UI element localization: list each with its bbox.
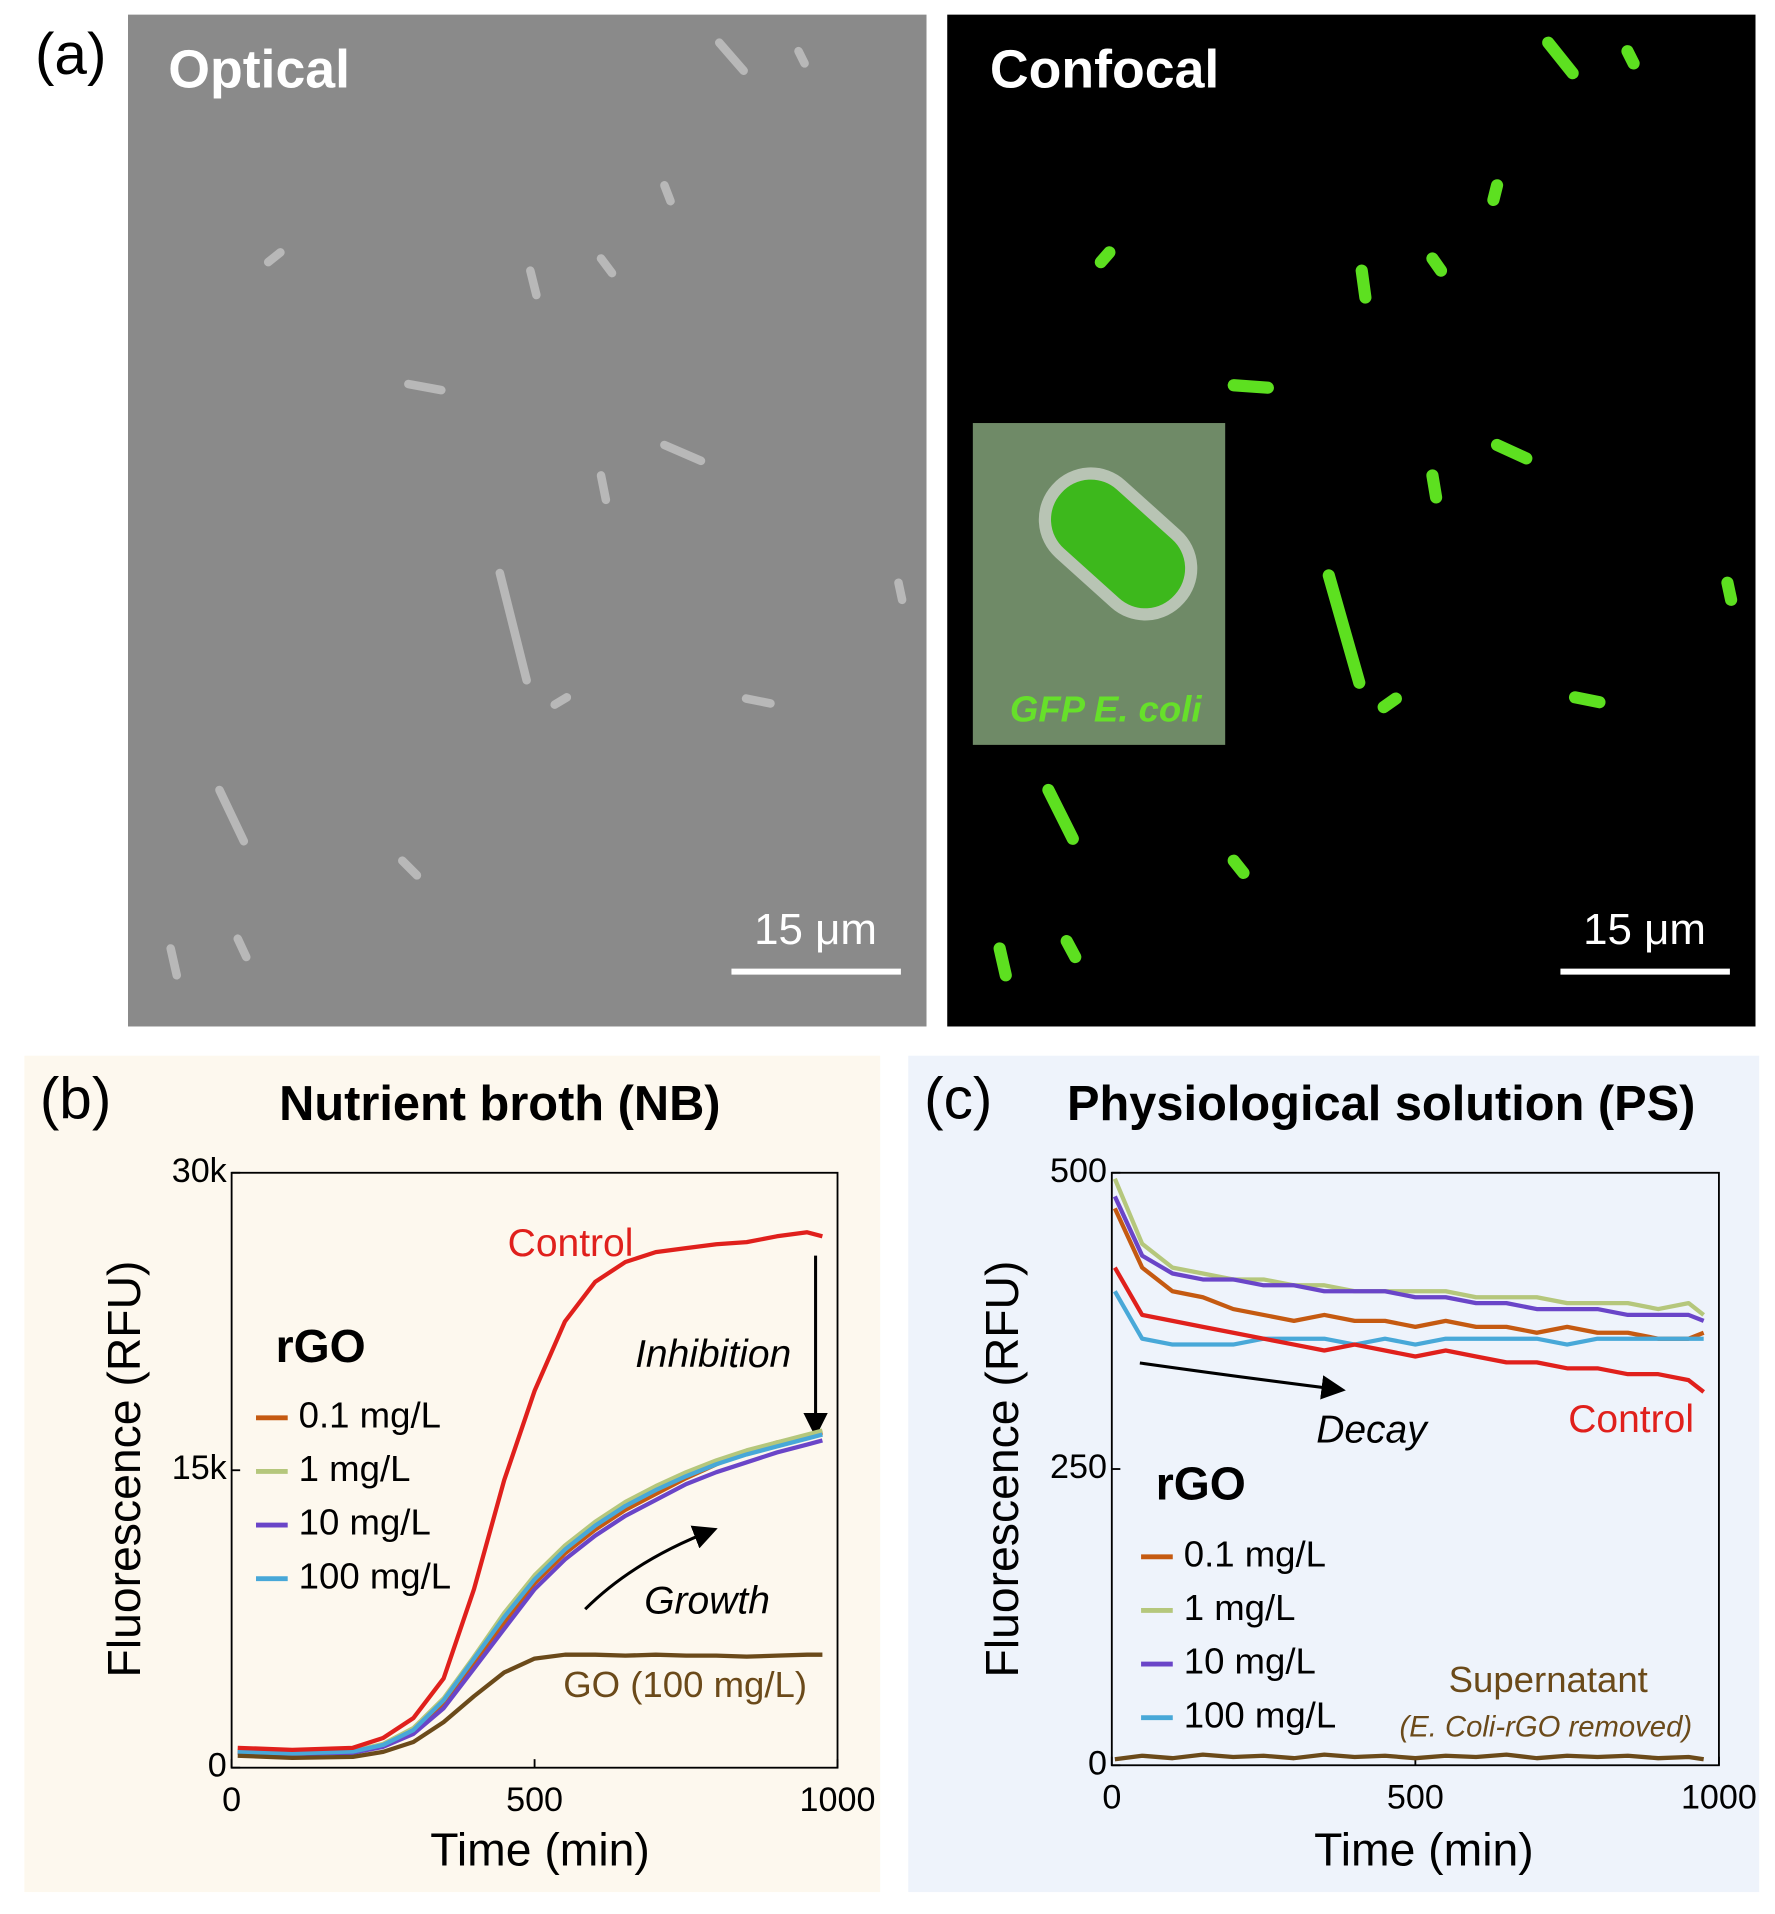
x-tick-label: 1000 — [800, 1781, 876, 1819]
line-series — [1112, 1177, 1705, 1317]
chart-title: Physiological solution (PS) — [1067, 1077, 1695, 1131]
line-series — [237, 1432, 823, 1756]
legend-label: 0.1 mg/L — [299, 1394, 441, 1435]
annotation: Decay — [1316, 1409, 1429, 1452]
arrow — [1139, 1361, 1346, 1400]
x-tick-label: 500 — [1387, 1778, 1444, 1816]
legend-label: 100 mg/L — [299, 1555, 451, 1596]
y-tick-label: 0 — [1088, 1744, 1107, 1782]
panel-label: (b) — [40, 1067, 112, 1132]
annotation: (E. Coli-rGO removed) — [1400, 1711, 1693, 1743]
panel-background — [908, 1055, 1760, 1893]
panel-label: (c) — [924, 1067, 992, 1132]
arrow — [584, 1525, 718, 1611]
scale-label: 15 μm — [1583, 905, 1706, 954]
series-label: GO (100 mg/L) — [563, 1664, 807, 1705]
image-title: Confocal — [990, 39, 1219, 99]
series-label: Supernatant — [1449, 1659, 1648, 1700]
optical-cells — [166, 38, 907, 980]
image-title: Optical — [168, 39, 350, 99]
y-tick-label: 250 — [1050, 1448, 1107, 1486]
line-series — [1113, 1290, 1704, 1347]
line-series — [1114, 1752, 1705, 1762]
legend-label: 1 mg/L — [1184, 1587, 1296, 1628]
legend-label: 10 mg/L — [1184, 1641, 1316, 1682]
chart-title: Nutrient broth (NB) — [279, 1077, 720, 1131]
annotation: Growth — [644, 1579, 770, 1622]
confocal-cells — [993, 36, 1738, 982]
panel-label: (a) — [35, 22, 107, 87]
annotation: Inhibition — [635, 1333, 791, 1376]
x-tick-label: 1000 — [1681, 1778, 1757, 1816]
x-tick-label: 0 — [1102, 1778, 1121, 1816]
legend-label: 1 mg/L — [299, 1448, 411, 1489]
legend-title: rGO — [1156, 1458, 1246, 1510]
panel-background — [24, 1055, 881, 1893]
legend-title: rGO — [276, 1320, 366, 1372]
inset-cell — [1038, 467, 1198, 621]
legend-label: 10 mg/L — [299, 1502, 431, 1543]
legend-label: 100 mg/L — [1184, 1694, 1336, 1735]
y-tick-label: 30k — [172, 1152, 228, 1190]
x-tick-label: 0 — [222, 1781, 241, 1819]
y-tick-label: 500 — [1050, 1152, 1107, 1190]
x-axis-label: Time (min) — [430, 1823, 650, 1875]
optical-image — [128, 14, 927, 1027]
x-tick-label: 500 — [506, 1781, 563, 1819]
line-series — [1113, 1266, 1705, 1394]
line-series — [1112, 1207, 1705, 1341]
scale-label: 15 μm — [754, 905, 877, 954]
series-label: Control — [1568, 1398, 1694, 1441]
inset-label: GFP E. coli — [1010, 689, 1202, 730]
line-series — [1112, 1195, 1705, 1323]
y-axis-label: Fluorescence (RFU) — [976, 1261, 1028, 1678]
line-series — [237, 1230, 823, 1753]
y-tick-label: 0 — [208, 1747, 227, 1785]
x-axis-label: Time (min) — [1314, 1823, 1534, 1875]
series-label: Control — [508, 1222, 634, 1265]
legend-label: 0.1 mg/L — [1184, 1533, 1326, 1574]
line-series — [237, 1652, 823, 1760]
y-tick-label: 15k — [172, 1449, 228, 1487]
y-axis-label: Fluorescence (RFU) — [98, 1261, 150, 1678]
